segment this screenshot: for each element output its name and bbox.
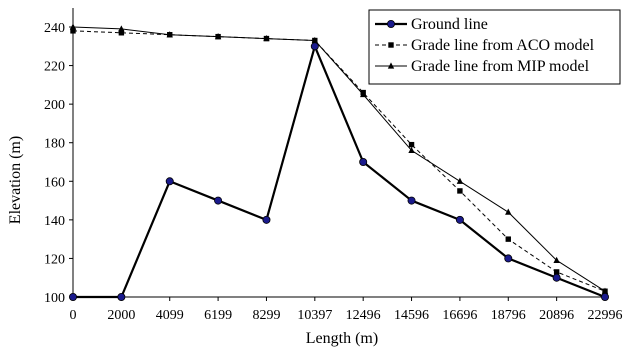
- legend-label: Grade line from ACO model: [411, 37, 595, 54]
- mip-grade-line-point: [311, 36, 319, 44]
- x-axis-title: Length (m): [306, 330, 378, 347]
- ground-line-point: [69, 292, 78, 301]
- legend-swatch-marker: [386, 19, 395, 28]
- legend-swatch-marker: [387, 62, 395, 69]
- ground-line-point: [552, 273, 561, 282]
- ground-line-point: [601, 292, 610, 301]
- labels-layer: Length (m) Elevation (m): [7, 136, 378, 347]
- ground-line-point: [117, 292, 126, 301]
- ground-line-point: [310, 42, 319, 51]
- mip-grade-line-point: [456, 177, 464, 184]
- aco-grade-line-point: [553, 269, 560, 275]
- mip-grade-line-point: [118, 25, 125, 32]
- legend-box: [368, 9, 621, 85]
- x-tick-label: 8299: [252, 308, 280, 323]
- x-tick-label: 10397: [297, 308, 332, 323]
- mip-grade-line-point: [263, 34, 270, 42]
- y-tick-label: 200: [44, 98, 65, 113]
- aco-grade-line-point: [118, 30, 125, 36]
- y-tick-label: 240: [44, 21, 65, 36]
- axes-layer: 100 120 140 160 180 200 220 240 0 2000 4099 6199 829…: [44, 8, 623, 323]
- x-tick-label: 18796: [491, 308, 526, 323]
- ground-line: [73, 45, 606, 299]
- mip-grade-line-point: [601, 287, 609, 294]
- ground-line-point: [262, 215, 271, 224]
- ground-line-point: [214, 196, 223, 205]
- y-tick-label: 100: [44, 291, 65, 306]
- x-tick-label: 12496: [346, 308, 381, 323]
- legend-label: Ground line: [411, 16, 488, 33]
- y-tick-label: 180: [44, 137, 65, 152]
- mip-grade-line-series: [69, 23, 609, 294]
- mip-grade-line-point: [214, 33, 222, 40]
- ground-line-point: [165, 177, 174, 186]
- aco-grade-line-point: [505, 236, 511, 242]
- y-tick-label: 120: [44, 252, 65, 267]
- legend-items: Ground line Grade line from ACO model Grad…: [375, 16, 595, 75]
- series-layer: [69, 23, 610, 301]
- legend-label: Grade line from MIP model: [411, 58, 590, 75]
- legend-item-ground-line: Ground line: [375, 16, 488, 33]
- mip-grade-line-point: [408, 146, 415, 154]
- mip-grade-line: [72, 26, 606, 292]
- aco-grade-line-point: [408, 141, 415, 148]
- mip-grade-line-point: [505, 208, 512, 215]
- legend: Ground line Grade line from ACO model Grad…: [368, 9, 621, 85]
- ground-line-point: [504, 254, 513, 263]
- x-tick-label: 6199: [204, 308, 232, 323]
- aco-grade-line-point: [70, 28, 76, 34]
- x-tick-label: 16696: [442, 308, 477, 323]
- ground-line-point: [359, 157, 368, 166]
- legend-item-mip-grade-line: Grade line from MIP model: [375, 58, 590, 75]
- y-tick-label: 220: [44, 60, 65, 75]
- y-tick-label: 140: [44, 214, 65, 229]
- x-tick-label: 0: [70, 308, 77, 323]
- ground-line-series: [69, 42, 610, 301]
- mip-grade-line-point: [69, 23, 77, 30]
- mip-grade-line-point: [166, 31, 173, 38]
- ground-line-point: [455, 215, 464, 224]
- legend-swatch-marker: [388, 42, 394, 48]
- ground-line-point: [407, 196, 416, 205]
- x-tick-label: 2000: [107, 308, 135, 323]
- aco-grade-line-point: [457, 188, 463, 194]
- x-tick-label: 20896: [539, 308, 574, 323]
- y-tick-label: 160: [44, 175, 65, 190]
- legend-item-aco-grade-line: Grade line from ACO model: [375, 37, 595, 54]
- y-axis-title: Elevation (m): [7, 136, 24, 224]
- x-tick-label: 4099: [156, 308, 184, 323]
- x-tick-label: 22996: [588, 308, 623, 323]
- mip-grade-line-point: [553, 256, 560, 263]
- x-tick-label: 14596: [394, 308, 429, 323]
- mip-grade-line-point: [359, 90, 367, 98]
